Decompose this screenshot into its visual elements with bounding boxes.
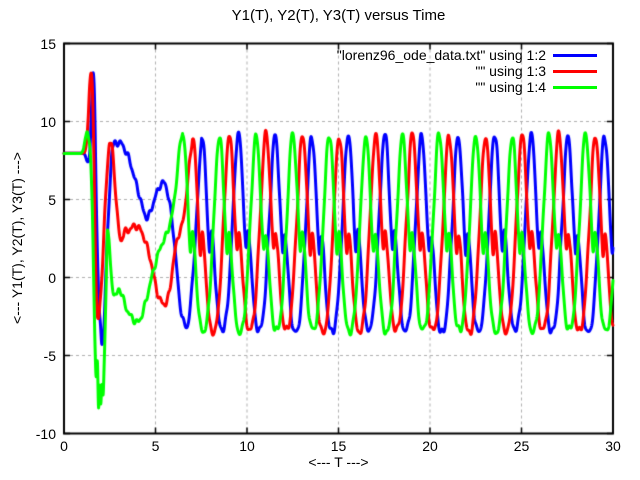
y-tick-label: -5 — [43, 347, 56, 364]
legend-label-y2: "" using 1:3 — [475, 63, 546, 79]
legend-line-sample-y1 — [553, 53, 597, 57]
x-tick-label: 0 — [60, 438, 68, 454]
legend-row: "" using 1:3 — [337, 63, 597, 79]
x-tick-label: 5 — [151, 438, 160, 454]
y-axis-label: <--- Y1(T), Y2(T), Y3(T) ---> — [9, 152, 25, 324]
legend-label-y3: "" using 1:4 — [475, 79, 546, 95]
x-tick-label: 10 — [239, 438, 255, 454]
y-tick-label: 10 — [40, 113, 56, 130]
y-tick-label: -10 — [35, 425, 56, 442]
x-tick-label: 15 — [330, 438, 347, 454]
x-axis-label: <--- T ---> — [308, 454, 369, 470]
legend-line-sample-y2 — [553, 69, 597, 73]
legend-label-y1: "lorenz96_ode_data.txt" using 1:2 — [336, 47, 546, 63]
y-tick-label: 15 — [40, 35, 56, 52]
legend-line-sample-y3 — [553, 85, 597, 89]
legend-row: "" using 1:4 — [337, 79, 597, 95]
chart-title: Y1(T), Y2(T), Y3(T) versus Time — [231, 7, 446, 24]
legend: "lorenz96_ode_data.txt" using 1:2 "" usi… — [337, 47, 597, 95]
x-tick-label: 25 — [513, 438, 530, 454]
y-tick-label: 5 — [48, 191, 56, 208]
y-tick-label: 0 — [48, 269, 56, 286]
x-tick-label: 30 — [605, 438, 621, 454]
legend-row: "lorenz96_ode_data.txt" using 1:2 — [337, 47, 597, 63]
x-tick-label: 20 — [422, 438, 438, 454]
